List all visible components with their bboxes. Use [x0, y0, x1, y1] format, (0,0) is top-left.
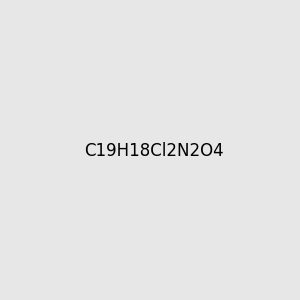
Text: C19H18Cl2N2O4: C19H18Cl2N2O4 — [84, 142, 224, 160]
